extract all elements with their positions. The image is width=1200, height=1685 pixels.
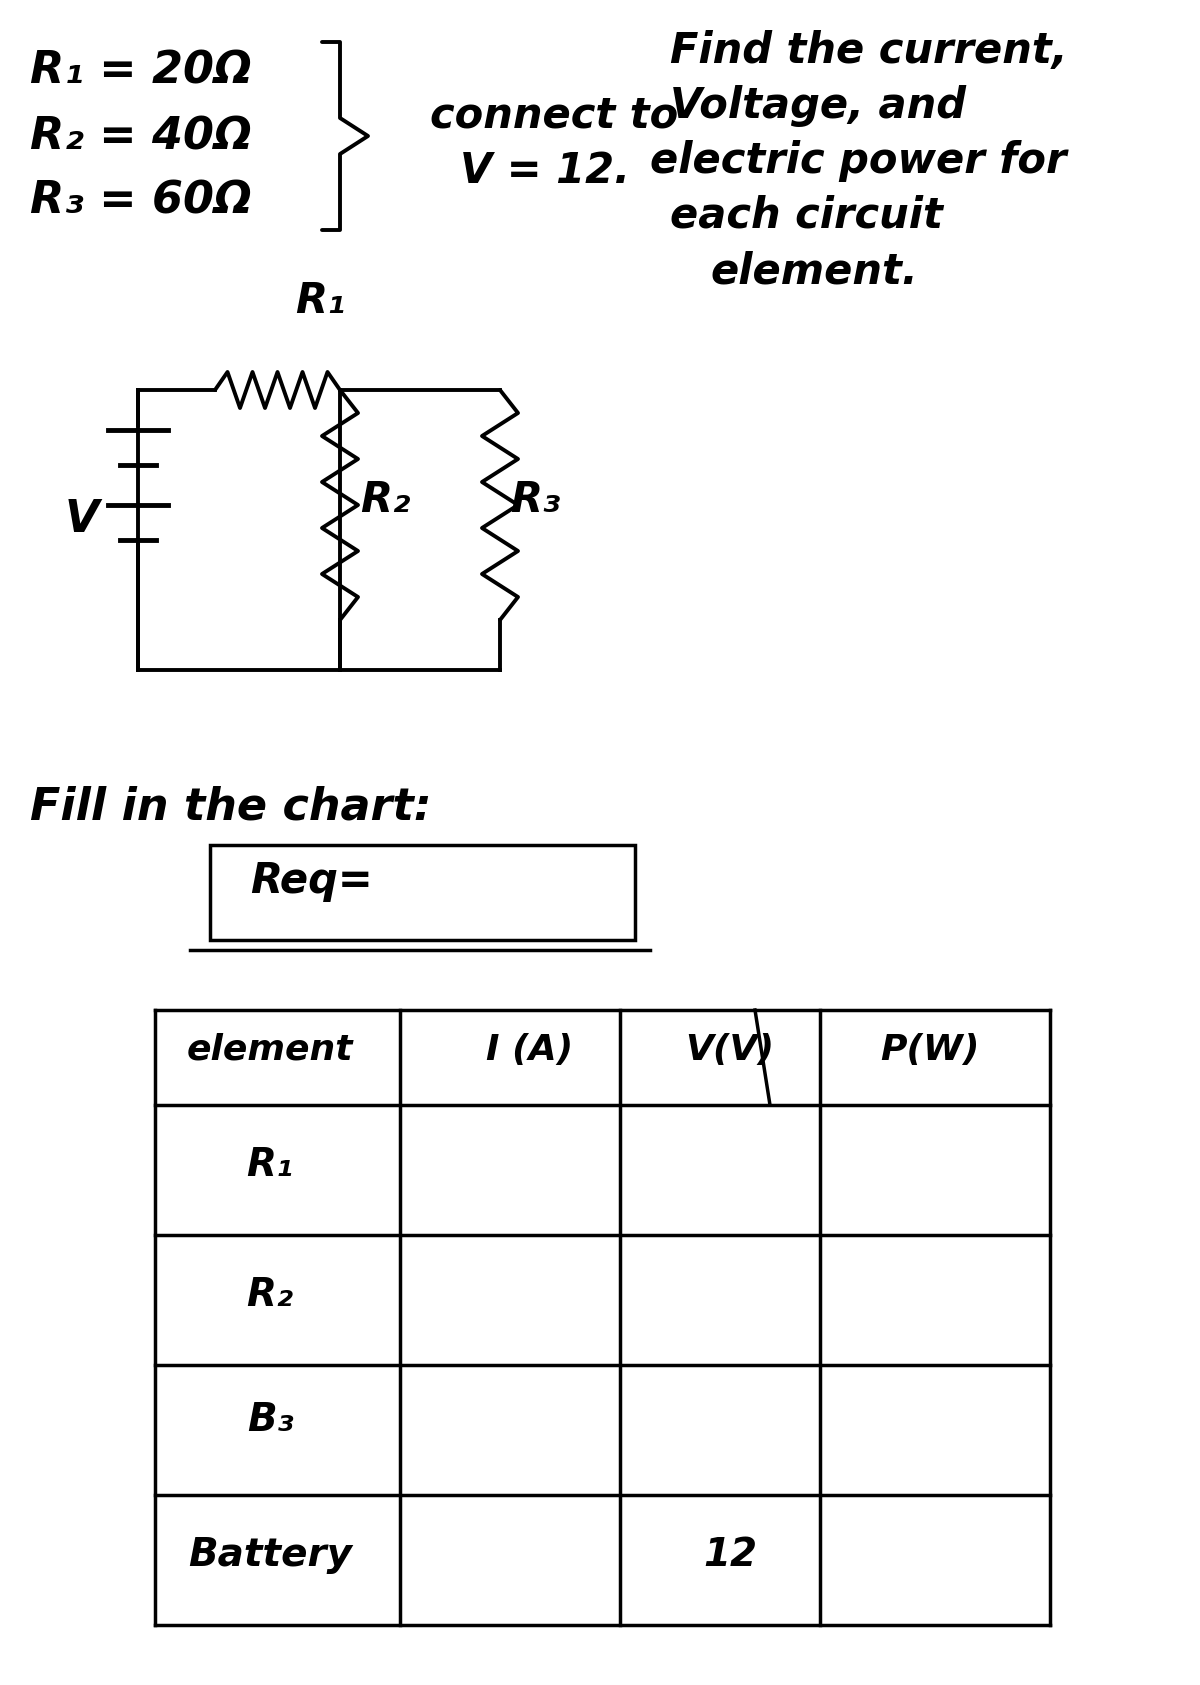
Text: 12: 12 — [703, 1537, 757, 1574]
Text: V = 12.: V = 12. — [460, 150, 630, 192]
Text: V: V — [65, 499, 100, 541]
Text: element: element — [187, 1033, 353, 1067]
Text: R₁ = 20Ω: R₁ = 20Ω — [30, 51, 252, 93]
Text: B₃: B₃ — [247, 1400, 293, 1439]
Text: R₃: R₃ — [510, 479, 560, 521]
Text: R₂: R₂ — [246, 1276, 294, 1314]
Text: Battery: Battery — [188, 1537, 352, 1574]
Text: R₃ = 60Ω: R₃ = 60Ω — [30, 180, 252, 222]
Text: Fill in the chart:: Fill in the chart: — [30, 785, 432, 827]
Text: each circuit: each circuit — [670, 195, 943, 238]
Bar — [210, 844, 635, 940]
Text: connect to: connect to — [430, 94, 678, 136]
Text: R₁: R₁ — [246, 1146, 294, 1185]
Text: Voltage, and: Voltage, and — [670, 84, 966, 126]
Text: element.: element. — [710, 249, 918, 292]
Text: R₂: R₂ — [360, 479, 410, 521]
Text: R₁: R₁ — [295, 280, 346, 322]
Text: Req=: Req= — [250, 859, 373, 901]
Text: R₂ = 40Ω: R₂ = 40Ω — [30, 115, 252, 158]
Text: V(V): V(V) — [685, 1033, 774, 1067]
Text: Find the current,: Find the current, — [670, 30, 1068, 72]
Text: electric power for: electric power for — [650, 140, 1067, 182]
Text: P(W): P(W) — [881, 1033, 979, 1067]
Text: I (A): I (A) — [486, 1033, 574, 1067]
